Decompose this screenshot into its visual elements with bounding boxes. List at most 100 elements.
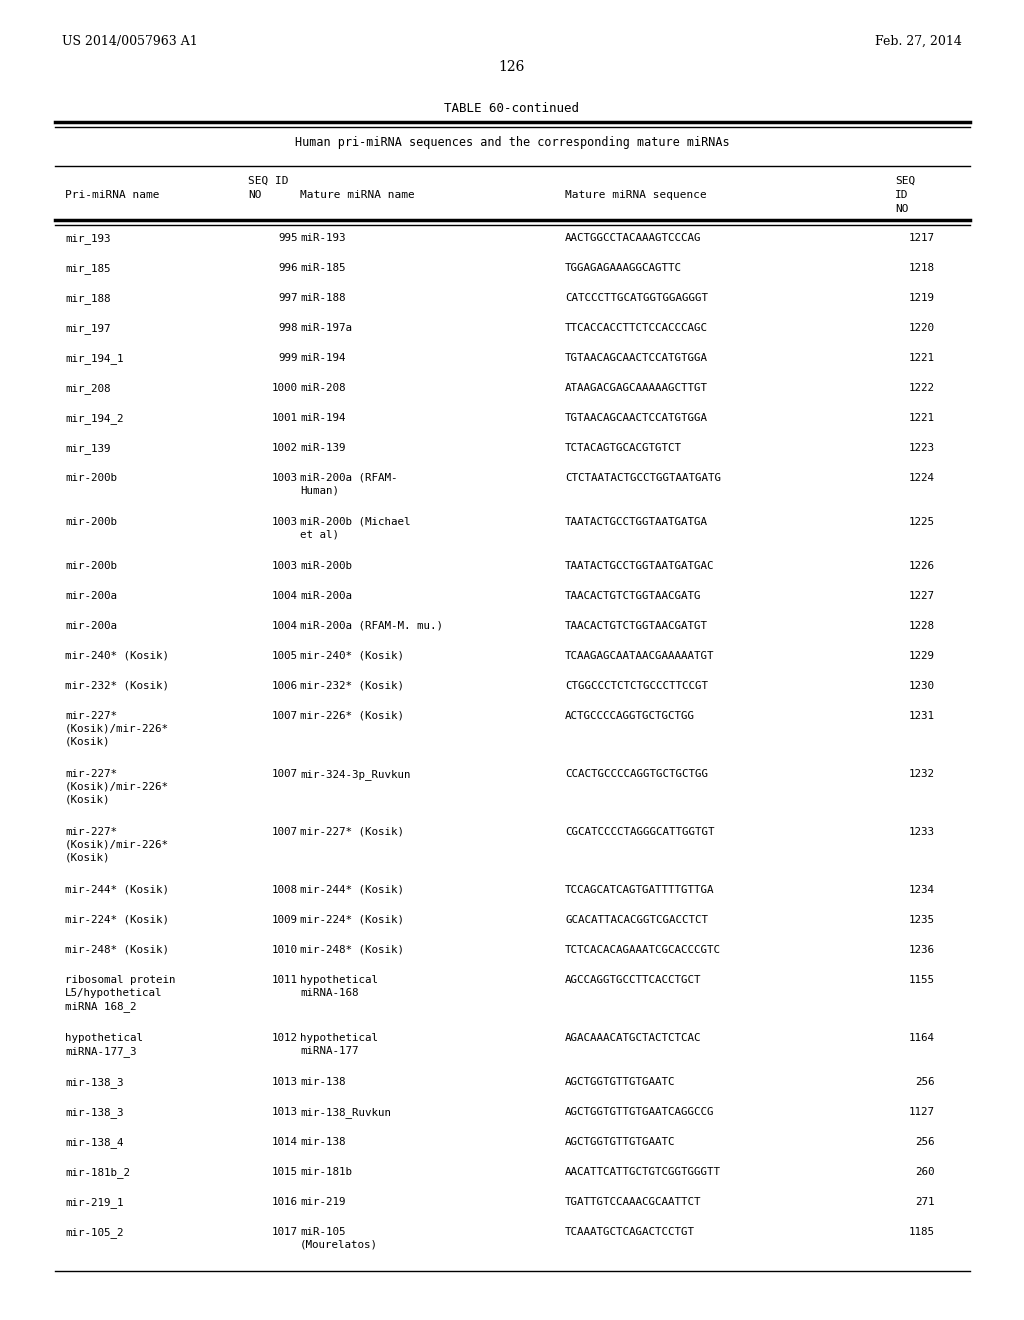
Text: miR-200a (RFAM-M. mu.): miR-200a (RFAM-M. mu.) [300,620,443,631]
Text: mir-227* (Kosik): mir-227* (Kosik) [300,828,404,837]
Text: 1225: 1225 [909,517,935,527]
Text: hypothetical
miRNA-177: hypothetical miRNA-177 [300,1034,378,1056]
Text: 1234: 1234 [909,884,935,895]
Text: 1232: 1232 [909,770,935,779]
Text: Mature miRNA name: Mature miRNA name [300,190,415,201]
Text: 1235: 1235 [909,915,935,925]
Text: mir-219: mir-219 [300,1197,345,1206]
Text: mir-226* (Kosik): mir-226* (Kosik) [300,711,404,721]
Text: AGCTGGTGTTGTGAATC: AGCTGGTGTTGTGAATC [565,1077,676,1086]
Text: Mature miRNA sequence: Mature miRNA sequence [565,190,707,201]
Text: TGTAACAGCAACTCCATGTGGA: TGTAACAGCAACTCCATGTGGA [565,413,708,422]
Text: 1222: 1222 [909,383,935,393]
Text: mir-227*
(Kosik)/mir-226*
(Kosik): mir-227* (Kosik)/mir-226* (Kosik) [65,770,169,805]
Text: mir-232* (Kosik): mir-232* (Kosik) [300,681,404,690]
Text: 1002: 1002 [272,444,298,453]
Text: 1164: 1164 [909,1034,935,1043]
Text: 1219: 1219 [909,293,935,304]
Text: 271: 271 [915,1197,935,1206]
Text: 126: 126 [499,59,525,74]
Text: miR-194: miR-194 [300,413,345,422]
Text: TAATACTGCCTGGTAATGATGAC: TAATACTGCCTGGTAATGATGAC [565,561,715,572]
Text: AACTGGCCTACAAAGTCCCAG: AACTGGCCTACAAAGTCCCAG [565,234,701,243]
Text: mir_194_2: mir_194_2 [65,413,124,424]
Text: mir_185: mir_185 [65,263,111,275]
Text: CGCATCCCCTAGGGCATTGGTGT: CGCATCCCCTAGGGCATTGGTGT [565,828,715,837]
Text: Feb. 27, 2014: Feb. 27, 2014 [876,36,962,48]
Text: mir-138_Ruvkun: mir-138_Ruvkun [300,1107,391,1118]
Text: mir-224* (Kosik): mir-224* (Kosik) [300,915,404,925]
Text: miR-197a: miR-197a [300,323,352,333]
Text: mir-240* (Kosik): mir-240* (Kosik) [65,651,169,661]
Text: 256: 256 [915,1137,935,1147]
Text: miR-194: miR-194 [300,352,345,363]
Text: SEQ ID: SEQ ID [248,176,289,186]
Text: mir-138_3: mir-138_3 [65,1107,124,1118]
Text: 1008: 1008 [272,884,298,895]
Text: ribosomal protein
L5/hypothetical
miRNA 168_2: ribosomal protein L5/hypothetical miRNA … [65,975,175,1011]
Text: TGATTGTCCAAACGCAATTCT: TGATTGTCCAAACGCAATTCT [565,1197,701,1206]
Text: TAACACTGTCTGGTAACGATGT: TAACACTGTCTGGTAACGATGT [565,620,708,631]
Text: 1012: 1012 [272,1034,298,1043]
Text: 1221: 1221 [909,413,935,422]
Text: 1155: 1155 [909,975,935,985]
Text: 1013: 1013 [272,1077,298,1086]
Text: mir-200a: mir-200a [65,591,117,601]
Text: TCAAGAGCAATAACGAAAAATGT: TCAAGAGCAATAACGAAAAATGT [565,651,715,661]
Text: ACTGCCCCAGGTGCTGCTGG: ACTGCCCCAGGTGCTGCTGG [565,711,695,721]
Text: 1006: 1006 [272,681,298,690]
Text: 1003: 1003 [272,561,298,572]
Text: 1218: 1218 [909,263,935,273]
Text: mir_139: mir_139 [65,444,111,454]
Text: mir-138_3: mir-138_3 [65,1077,124,1088]
Text: 999: 999 [279,352,298,363]
Text: mir-224* (Kosik): mir-224* (Kosik) [65,915,169,925]
Text: 1221: 1221 [909,352,935,363]
Text: NO: NO [895,205,908,214]
Text: 260: 260 [915,1167,935,1177]
Text: TCAAATGCTCAGACTCCTGT: TCAAATGCTCAGACTCCTGT [565,1228,695,1237]
Text: mir-227*
(Kosik)/mir-226*
(Kosik): mir-227* (Kosik)/mir-226* (Kosik) [65,828,169,862]
Text: 1004: 1004 [272,591,298,601]
Text: 1227: 1227 [909,591,935,601]
Text: 1236: 1236 [909,945,935,954]
Text: mir-105_2: mir-105_2 [65,1228,124,1238]
Text: miR-188: miR-188 [300,293,345,304]
Text: mir-240* (Kosik): mir-240* (Kosik) [300,651,404,661]
Text: mir-200b: mir-200b [65,561,117,572]
Text: 1015: 1015 [272,1167,298,1177]
Text: mir-219_1: mir-219_1 [65,1197,124,1208]
Text: 1009: 1009 [272,915,298,925]
Text: 256: 256 [915,1077,935,1086]
Text: 1223: 1223 [909,444,935,453]
Text: Human pri-miRNA sequences and the corresponding mature miRNAs: Human pri-miRNA sequences and the corres… [295,136,729,149]
Text: TAATACTGCCTGGTAATGATGA: TAATACTGCCTGGTAATGATGA [565,517,708,527]
Text: TTCACCACCTTCTCCACCCAGC: TTCACCACCTTCTCCACCCAGC [565,323,708,333]
Text: hypothetical
miRNA-177_3: hypothetical miRNA-177_3 [65,1034,143,1057]
Text: 1014: 1014 [272,1137,298,1147]
Text: TCTCACACAGAAATCGCACCCGTC: TCTCACACAGAAATCGCACCCGTC [565,945,721,954]
Text: mir_188: mir_188 [65,293,111,304]
Text: 1217: 1217 [909,234,935,243]
Text: 1016: 1016 [272,1197,298,1206]
Text: AACATTCATTGCTGTCGGTGGGTT: AACATTCATTGCTGTCGGTGGGTT [565,1167,721,1177]
Text: 1003: 1003 [272,517,298,527]
Text: mir-200b: mir-200b [65,517,117,527]
Text: 996: 996 [279,263,298,273]
Text: miR-105
(Mourelatos): miR-105 (Mourelatos) [300,1228,378,1250]
Text: TABLE 60-continued: TABLE 60-continued [444,102,580,115]
Text: mir-200a: mir-200a [65,620,117,631]
Text: miR-200b (Michael
et al): miR-200b (Michael et al) [300,517,411,540]
Text: 1230: 1230 [909,681,935,690]
Text: mir-138: mir-138 [300,1137,345,1147]
Text: miR-193: miR-193 [300,234,345,243]
Text: ATAAGACGAGCAAAAAGCTTGT: ATAAGACGAGCAAAAAGCTTGT [565,383,708,393]
Text: AGCTGGTGTTGTGAATCAGGCCG: AGCTGGTGTTGTGAATCAGGCCG [565,1107,715,1117]
Text: 1007: 1007 [272,770,298,779]
Text: CTCTAATACTGCCTGGTAATGATG: CTCTAATACTGCCTGGTAATGATG [565,473,721,483]
Text: miR-200a: miR-200a [300,591,352,601]
Text: GCACATTACACGGTCGACCTCT: GCACATTACACGGTCGACCTCT [565,915,708,925]
Text: 1007: 1007 [272,711,298,721]
Text: mir-324-3p_Ruvkun: mir-324-3p_Ruvkun [300,770,411,780]
Text: miR-139: miR-139 [300,444,345,453]
